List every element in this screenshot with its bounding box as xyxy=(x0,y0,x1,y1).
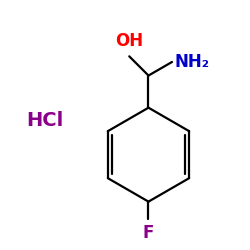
Text: NH₂: NH₂ xyxy=(174,53,210,71)
Text: F: F xyxy=(143,224,154,242)
Text: OH: OH xyxy=(115,32,143,50)
Text: HCl: HCl xyxy=(26,110,63,130)
